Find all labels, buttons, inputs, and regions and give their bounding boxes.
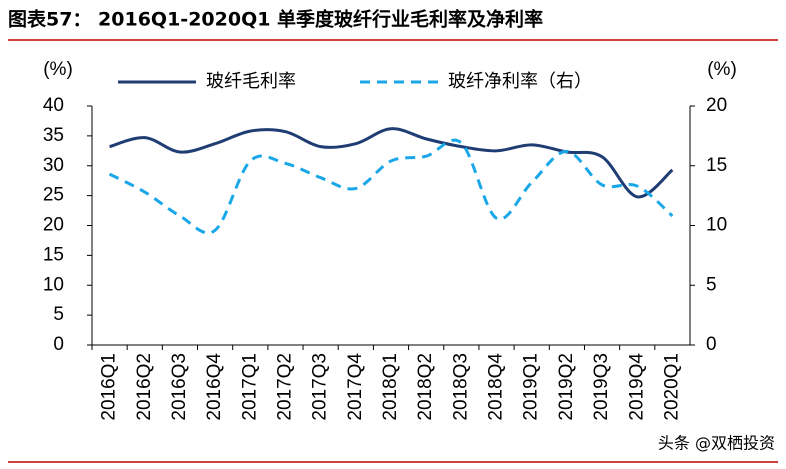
y2-tick-label: 15 [706, 155, 727, 176]
legend-label: 玻纤毛利率 [206, 71, 296, 92]
x-tick-label: 2019Q4 [626, 353, 647, 421]
x-tick-label: 2019Q3 [591, 353, 612, 421]
x-tick-label: 2019Q1 [521, 353, 542, 421]
y-tick-label: 35 [43, 125, 64, 146]
y2-tick-label: 10 [706, 215, 727, 236]
chart-title: 图表57： 2016Q1-2020Q1 单季度玻纤行业毛利率及净利率 [8, 8, 543, 31]
x-tick-label: 2018Q2 [415, 353, 436, 421]
y2-tick-label: 0 [706, 334, 717, 355]
x-tick-label: 2020Q1 [661, 353, 682, 421]
y2-axis-label: (%) [707, 59, 737, 80]
x-tick-label: 2016Q2 [134, 353, 155, 421]
y-tick-label: 25 [43, 185, 64, 206]
x-tick-label: 2016Q4 [204, 353, 225, 421]
x-tick-label: 2016Q1 [99, 353, 120, 421]
x-tick-label: 2018Q3 [450, 353, 471, 421]
y2-tick-label: 20 [706, 95, 727, 116]
x-tick-label: 2017Q2 [274, 353, 295, 421]
y-tick-label: 10 [43, 274, 64, 295]
y-axis-label: (%) [43, 59, 73, 80]
source-watermark: 头条 @双栖投资 [658, 434, 775, 453]
y-tick-label: 5 [53, 304, 64, 325]
x-tick-label: 2018Q4 [486, 353, 507, 421]
y-tick-label: 30 [43, 155, 64, 176]
y-tick-label: 15 [43, 244, 64, 265]
y2-tick-label: 5 [706, 274, 717, 295]
y-tick-label: 20 [43, 215, 64, 236]
x-tick-label: 2017Q4 [345, 353, 366, 421]
x-tick-label: 2016Q3 [169, 353, 190, 421]
x-tick-label: 2017Q3 [310, 353, 331, 421]
x-tick-label: 2017Q1 [239, 353, 260, 421]
line-series [108, 138, 674, 235]
x-tick-label: 2019Q2 [556, 353, 577, 421]
y-tick-label: 0 [53, 334, 64, 355]
legend-label: 玻纤净利率（右） [448, 71, 592, 92]
y-tick-label: 40 [43, 95, 64, 116]
x-tick-label: 2018Q1 [380, 353, 401, 421]
line-series [109, 127, 674, 199]
